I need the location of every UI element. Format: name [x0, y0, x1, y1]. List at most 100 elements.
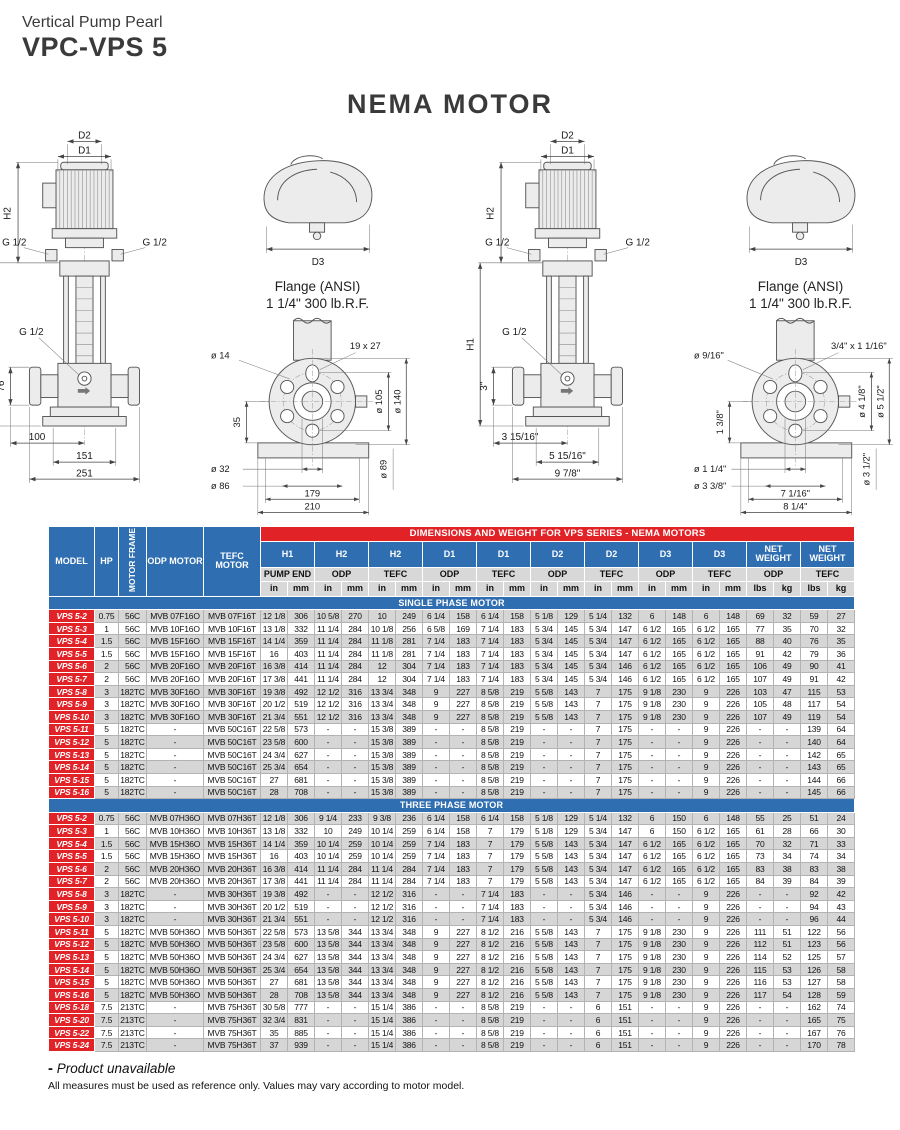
value-cell: -	[530, 887, 558, 901]
value-cell: 216	[503, 962, 531, 977]
dim-label-a: 3"	[479, 381, 490, 391]
value-cell: 7 1/4	[422, 849, 450, 864]
value-cell: 16 3/8	[260, 659, 288, 674]
value-cell: 226	[719, 925, 747, 939]
value-cell: -	[314, 1000, 342, 1015]
value-cell: 259	[395, 836, 423, 851]
col-header-hp: HP	[94, 526, 119, 597]
value-cell: 183	[503, 672, 531, 686]
value-cell: -	[314, 1038, 342, 1052]
value-cell: 249	[395, 609, 423, 623]
value-cell: 77	[746, 621, 774, 636]
value-cell: 9	[422, 988, 450, 1002]
value-cell: MVB 30F16T	[203, 710, 261, 724]
value-cell: 165	[719, 862, 747, 876]
value-cell: 146	[611, 672, 639, 686]
value-cell: 11 1/4	[368, 862, 396, 876]
footnote-unavailable: - Product unavailable	[48, 1059, 176, 1077]
value-cell: 230	[665, 975, 693, 989]
model-cell: VPS 5-13	[48, 747, 95, 762]
value-cell: -	[665, 912, 693, 927]
unit-header: mm	[395, 581, 423, 597]
value-cell: MVB 20H36O	[146, 862, 204, 876]
model-cell: VPS 5-12	[48, 735, 95, 749]
value-cell: -	[314, 747, 342, 762]
value-cell: 7	[584, 710, 612, 724]
value-cell: 236	[395, 811, 423, 826]
flange-label-h: 1 3/8"	[714, 410, 725, 434]
value-cell: 9	[692, 937, 720, 952]
value-cell: 9	[692, 722, 720, 737]
value-cell: 9	[692, 760, 720, 774]
value-cell: 226	[719, 937, 747, 952]
value-cell: MVB 20F16O	[146, 659, 204, 674]
value-cell: 249	[341, 824, 369, 838]
dim-label-d1: D1	[561, 146, 574, 157]
dim-group-d1-tefc: D1	[476, 541, 531, 568]
value-cell: 27	[260, 773, 288, 787]
value-cell: MVB 30F16T	[203, 697, 261, 712]
value-cell: 179	[503, 849, 531, 864]
value-cell: 175	[611, 773, 639, 787]
dim-label-h2: H2	[2, 207, 13, 220]
value-cell: MVB 20F16T	[203, 659, 261, 674]
value-cell: 183	[503, 621, 531, 636]
value-cell: 179	[503, 862, 531, 876]
flange-column-metric: D3 Flange (ANSI) 1 1/4" 300 lb.R.F.	[200, 124, 435, 516]
value-cell: 6 1/4	[422, 609, 450, 623]
value-cell: 73	[746, 849, 774, 864]
value-cell: -	[341, 1013, 369, 1027]
port-label-body: G 1/2	[19, 327, 44, 338]
value-cell: 75	[826, 1013, 856, 1027]
dim-label-d2: D2	[78, 131, 91, 142]
value-cell: MVB 50C16T	[203, 722, 261, 737]
value-cell: -	[773, 760, 801, 774]
value-cell: 15 3/8	[368, 747, 396, 762]
value-cell: 13 5/8	[314, 950, 342, 964]
value-cell: 146	[611, 887, 639, 901]
value-cell: MVB 10H36T	[203, 824, 261, 838]
value-cell: 5 5/8	[530, 962, 558, 977]
value-cell: 23 5/8	[260, 735, 288, 749]
value-cell: 9	[422, 710, 450, 724]
value-cell: 13 3/4	[368, 988, 396, 1002]
value-cell: -	[530, 773, 558, 787]
value-cell: MVB 15F16O	[146, 634, 204, 649]
value-cell: 143	[800, 760, 828, 774]
flange-label-bc: ø 4 1/8"	[856, 385, 867, 418]
sub-header: TEFC	[799, 566, 856, 583]
value-cell: 7.5	[94, 1038, 119, 1052]
value-cell: 256	[395, 621, 423, 636]
value-cell: 56C	[118, 659, 147, 674]
value-cell: 8 1/2	[476, 962, 504, 977]
value-cell: 492	[287, 887, 315, 901]
unit-header: lbs	[746, 581, 774, 597]
value-cell: 11 1/8	[368, 634, 396, 649]
value-cell: 12 1/2	[314, 710, 342, 724]
col-header-model: MODEL	[48, 526, 95, 597]
value-cell: MVB 50H36T	[203, 975, 261, 989]
table-section-row: THREE PHASE MOTOR	[47, 798, 856, 813]
value-cell: -	[146, 722, 204, 737]
value-cell: 56C	[118, 647, 147, 661]
value-cell: 13 3/4	[368, 710, 396, 724]
model-cell: VPS 5-14	[48, 760, 95, 774]
table-section-header: THREE PHASE MOTOR	[47, 798, 856, 813]
diagram-group-imperial: D2 D1 H2 H1 G 1/2 G 1/2 G 1/2 3"	[465, 124, 900, 516]
value-cell: 54	[826, 697, 856, 712]
value-cell: 7	[584, 988, 612, 1002]
value-cell: 42	[826, 672, 856, 686]
value-cell: 13 1/8	[260, 621, 288, 636]
value-cell: 226	[719, 912, 747, 927]
value-cell: 519	[287, 899, 315, 914]
dim-group-d2-tefc: D2	[584, 541, 639, 568]
value-cell: 230	[665, 962, 693, 977]
value-cell: 5 3/4	[584, 849, 612, 864]
value-cell: 119	[800, 710, 828, 724]
flange-label-basew: 179	[305, 487, 321, 498]
value-cell: 7.5	[94, 1013, 119, 1027]
footnotes: - Product unavailable All measures must …	[48, 1060, 900, 1092]
table-row: VPS 5-12 5 182TC MVB 50H36O MVB 50H36T 23 5/8…	[48, 937, 856, 952]
value-cell: -	[557, 1013, 585, 1027]
value-cell: 117	[746, 988, 774, 1002]
